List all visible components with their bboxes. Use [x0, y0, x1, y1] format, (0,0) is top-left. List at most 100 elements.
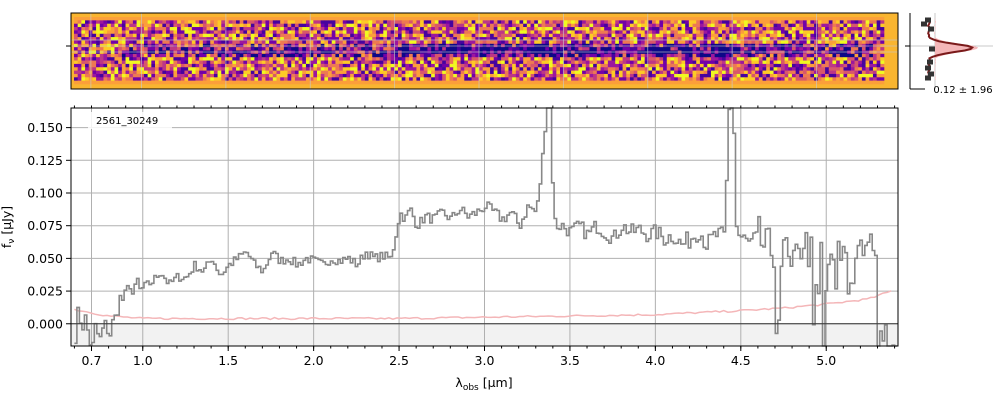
spectrum-2d-pixel: [272, 30, 277, 35]
spectrum-2d-pixel: [107, 77, 112, 81]
spectrum-2d-pixel: [357, 40, 362, 45]
spectrum-2d-pixel: [825, 73, 830, 78]
spectrum-2d-pixel: [364, 20, 369, 24]
spectrum-2d-pixel: [132, 47, 137, 51]
spectrum-2d-pixel: [479, 57, 483, 61]
spectrum-2d-pixel: [486, 37, 491, 41]
spectrum-2d-pixel: [626, 47, 631, 51]
spectrum-2d-pixel: [416, 67, 421, 71]
spectrum-2d-pixel: [221, 77, 226, 81]
spectrum-2d-pixel: [821, 60, 826, 65]
spectrum-2d-pixel: [147, 77, 152, 81]
spectrum-2d-pixel: [648, 20, 653, 24]
spectrum-2d-pixel: [361, 63, 366, 68]
spectrum-2d-pixel: [747, 30, 752, 35]
spectrum-2d-pixel: [685, 47, 690, 51]
spectrum-2d-pixel: [162, 23, 167, 28]
spectrum-2d-pixel: [173, 40, 178, 45]
spectrum-2d-pixel: [865, 27, 870, 31]
spectrum-2d-pixel: [622, 27, 627, 31]
spectrum-2d-pixel: [692, 67, 697, 71]
spectrum-2d-pixel: [806, 80, 811, 85]
spectrum-2d-pixel: [143, 47, 148, 51]
spectrum-2d-pixel: [744, 70, 749, 75]
spectrum-2d-pixel: [692, 77, 697, 81]
spectrum-2d-pixel: [685, 57, 690, 61]
spectrum-2d-pixel: [239, 30, 244, 35]
spectrum-2d-pixel: [692, 17, 697, 21]
spectrum-2d-pixel: [140, 33, 145, 38]
spectrum-2d-pixel: [416, 60, 421, 65]
spectrum-2d-pixel: [740, 60, 745, 65]
legend-box: [88, 112, 172, 129]
spectrum-2d-pixel: [361, 73, 366, 78]
spectrum-2d-pixel: [250, 20, 255, 24]
spectrum-2d-pixel: [648, 40, 653, 45]
spectrum-2d-pixel: [206, 20, 211, 24]
spectrum-2d-pixel: [828, 33, 833, 38]
spectrum-2d-pixel: [434, 60, 439, 65]
spectrum-2d-pixel: [828, 37, 833, 41]
spectrum-2d-pixel: [486, 60, 491, 65]
spectrum-2d-pixel: [663, 77, 668, 81]
spectrum-2d-pixel: [755, 80, 760, 85]
spectrum-2d-pixel: [508, 80, 513, 85]
spectrum-2d-pixel: [342, 63, 347, 68]
spectrum-2d-pixel: [629, 60, 634, 65]
spectrum-2d-pixel: [563, 37, 568, 41]
spectrum-2d-pixel: [305, 77, 310, 81]
spectrum-2d-pixel: [571, 57, 576, 61]
spectrum-2d-pixel: [490, 80, 495, 85]
spectrum-2d-pixel: [615, 40, 620, 45]
spectrum-2d-pixel: [784, 33, 789, 38]
spectrum-2d-pixel: [744, 27, 749, 31]
spectrum-2d-pixel: [710, 57, 715, 61]
spectrum-2d-pixel: [375, 63, 380, 68]
spectrum-2d-pixel: [210, 73, 215, 78]
spectrum-2d-pixel: [501, 57, 506, 61]
spectrum-2d-pixel: [390, 20, 395, 24]
spectrum-2d-pixel: [515, 60, 520, 65]
spectrum-2d-pixel: [714, 30, 719, 35]
spectrum-2d-pixel: [537, 63, 542, 68]
spectrum-2d-pixel: [184, 27, 189, 31]
spectrum-2d-pixel: [578, 20, 583, 24]
spectrum-2d-pixel: [324, 20, 329, 24]
spectrum-2d-pixel: [666, 63, 671, 68]
spectrum-2d-pixel: [81, 37, 86, 41]
spectrum-2d-pixel: [394, 23, 399, 28]
spectrum-2d-pixel: [261, 23, 266, 28]
spectrum-2d-pixel: [294, 57, 299, 61]
spectrum-2d-pixel: [258, 80, 263, 85]
spectrum-2d-pixel: [685, 23, 690, 28]
spectrum-2d-pixel: [383, 57, 388, 61]
spectrum-2d-pixel: [280, 30, 285, 35]
spectrum-2d-pixel: [718, 47, 723, 51]
spectrum-2d-pixel: [125, 80, 130, 85]
spectrum-2d-pixel: [596, 30, 601, 35]
spectrum-2d-pixel: [828, 60, 833, 65]
spectrum-2d-pixel: [714, 73, 719, 78]
spectrum-2d-pixel: [725, 33, 730, 38]
spectrum-2d-pixel: [703, 30, 708, 35]
spectrum-2d-pixel: [563, 53, 568, 58]
spectrum-2d-pixel: [725, 70, 730, 75]
spectrum-2d-pixel: [217, 17, 222, 21]
spectrum-2d-pixel: [464, 60, 469, 65]
spectrum-2d-pixel: [335, 67, 340, 71]
spectrum-2d-pixel: [210, 33, 215, 38]
spectrum-2d-pixel: [350, 73, 355, 78]
spectrum-2d-pixel: [224, 47, 229, 51]
spectrum-2d-pixel: [758, 80, 763, 85]
spectrum-2d-pixel: [239, 27, 244, 31]
spectrum-2d-pixel: [512, 57, 517, 61]
spectrum-2d-pixel: [872, 33, 877, 38]
spectrum-2d-pixel: [707, 80, 712, 85]
spectrum-2d-pixel: [534, 57, 539, 61]
spectrum-2d-pixel: [788, 77, 793, 81]
spectrum-2d-pixel: [298, 73, 303, 78]
spectrum-2d-pixel: [143, 17, 148, 21]
spectrum-2d-pixel: [140, 77, 145, 81]
spectrum-2d-pixel: [361, 33, 366, 38]
spectrum-2d-pixel: [228, 17, 233, 21]
